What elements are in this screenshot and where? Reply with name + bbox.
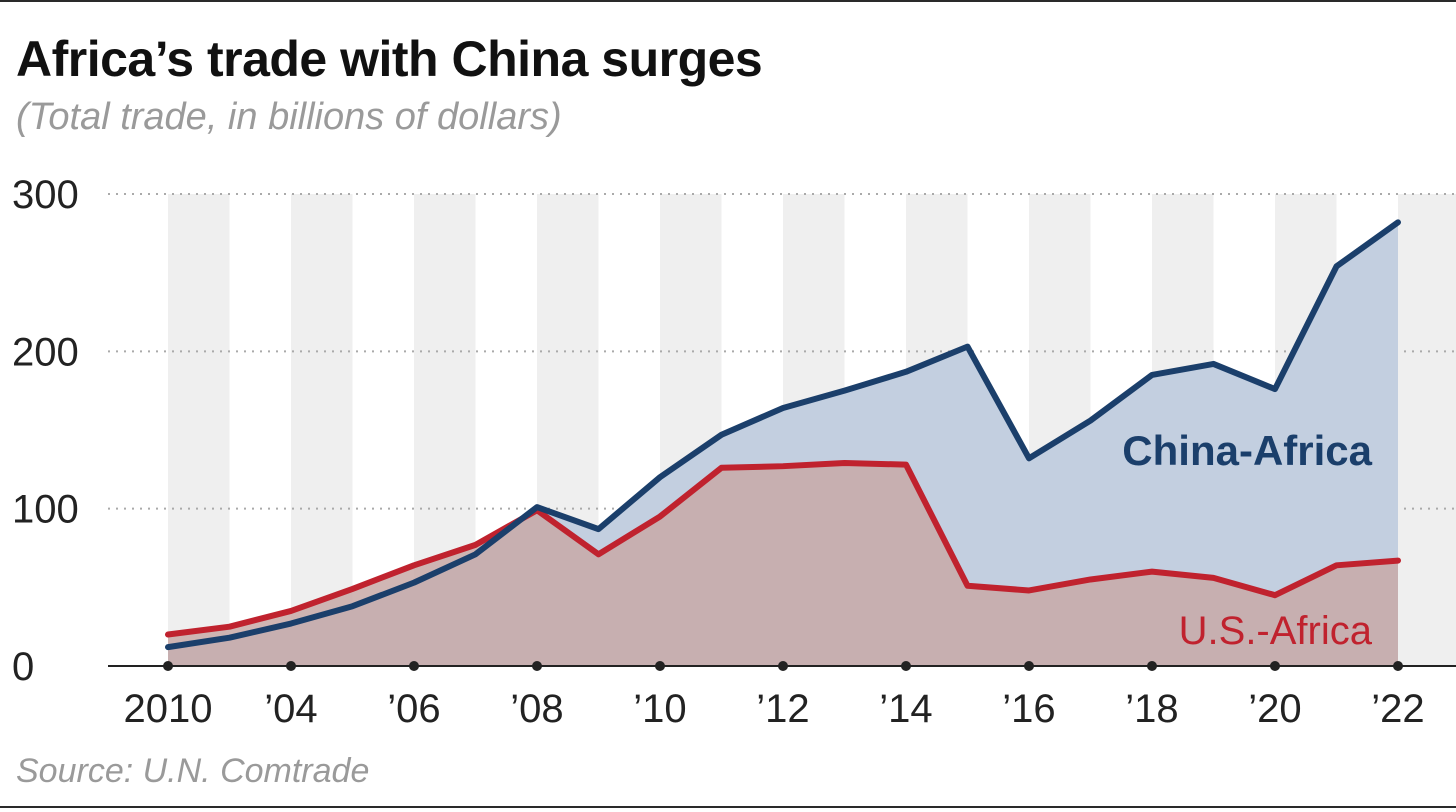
x-tick-mark <box>1024 661 1034 671</box>
y-tick-label: 200 <box>12 330 79 374</box>
x-tick-mark <box>163 661 173 671</box>
source-note: Source: U.N. Comtrade <box>16 752 370 790</box>
x-tick-label: ’04 <box>264 687 317 731</box>
y-tick-label: 300 <box>12 173 79 217</box>
x-tick-mark <box>655 661 665 671</box>
x-tick-label: ’12 <box>756 687 809 731</box>
y-tick-label: 100 <box>12 488 79 532</box>
year-band <box>291 194 353 666</box>
us-africa-area <box>168 463 1398 666</box>
x-tick-label: ’16 <box>1002 687 1055 731</box>
x-tick-label: ’18 <box>1125 687 1178 731</box>
year-band <box>168 194 230 666</box>
x-tick-mark <box>1147 661 1157 671</box>
x-tick-mark <box>1270 661 1280 671</box>
x-axis-ticks: 2010 ’04 ’06 ’08 ’10 ’12 ’14 ’16 ’18 ’20 ’22 <box>124 687 1425 731</box>
x-tick-label: ’20 <box>1248 687 1301 731</box>
x-tick-mark <box>901 661 911 671</box>
y-tick-label: 0 <box>12 645 34 689</box>
x-tick-mark <box>409 661 419 671</box>
chart-title: Africa’s trade with China surges <box>16 31 763 87</box>
x-tick-label: ’08 <box>510 687 563 731</box>
top-rule <box>0 0 1456 2</box>
series-label-us-africa: U.S.-Africa <box>1179 609 1373 653</box>
year-band <box>1398 194 1456 666</box>
y-axis-ticks: 0 100 200 300 <box>12 173 79 689</box>
x-tick-mark <box>286 661 296 671</box>
series-lines <box>165 219 1401 651</box>
series-labels: China-Africa U.S.-Africa <box>1122 427 1372 653</box>
x-tick-label: ’22 <box>1371 687 1424 731</box>
us-africa-line <box>165 460 1401 638</box>
x-axis <box>108 661 1456 671</box>
chart-subtitle: (Total trade, in billions of dollars) <box>16 96 562 138</box>
series-label-china-africa: China-Africa <box>1122 427 1372 474</box>
x-tick-label: 2010 <box>124 687 213 731</box>
x-tick-mark <box>1393 661 1403 671</box>
x-tick-mark <box>532 661 542 671</box>
x-tick-label: ’06 <box>387 687 440 731</box>
x-tick-mark <box>778 661 788 671</box>
x-tick-label: ’14 <box>879 687 932 731</box>
bottom-rule <box>0 806 1456 808</box>
china-africa-line <box>165 219 1401 651</box>
x-tick-label: ’10 <box>633 687 686 731</box>
